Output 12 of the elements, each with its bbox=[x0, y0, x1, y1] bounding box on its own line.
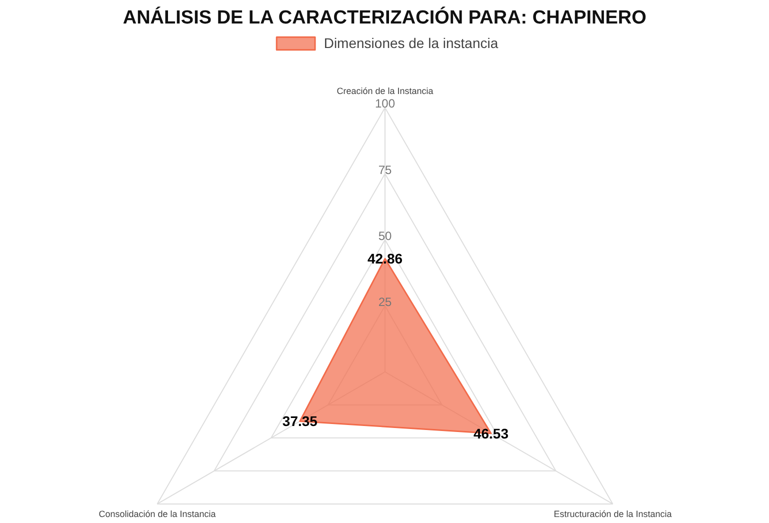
spoke-label: Creación de la Instancia bbox=[336, 86, 434, 96]
data-label: 37.35 bbox=[282, 413, 318, 430]
chart-title: ANÁLISIS DE LA CARACTERIZACIÓN PARA: CHAPINERO bbox=[122, 6, 646, 28]
y-tick-label: 25 bbox=[378, 294, 392, 309]
y-tick-label: 50 bbox=[378, 228, 392, 243]
y-tick-label: 100 bbox=[374, 96, 396, 111]
spoke-label: Consolidación de la Instancia bbox=[98, 509, 216, 520]
legend-label: Dimensiones de la instancia bbox=[324, 35, 498, 51]
spoke-label: Estructuración de la Instancia bbox=[554, 509, 672, 520]
data-label: 42.86 bbox=[367, 250, 403, 267]
data-label: 46.53 bbox=[473, 425, 509, 442]
y-tick-label: 75 bbox=[378, 162, 392, 177]
